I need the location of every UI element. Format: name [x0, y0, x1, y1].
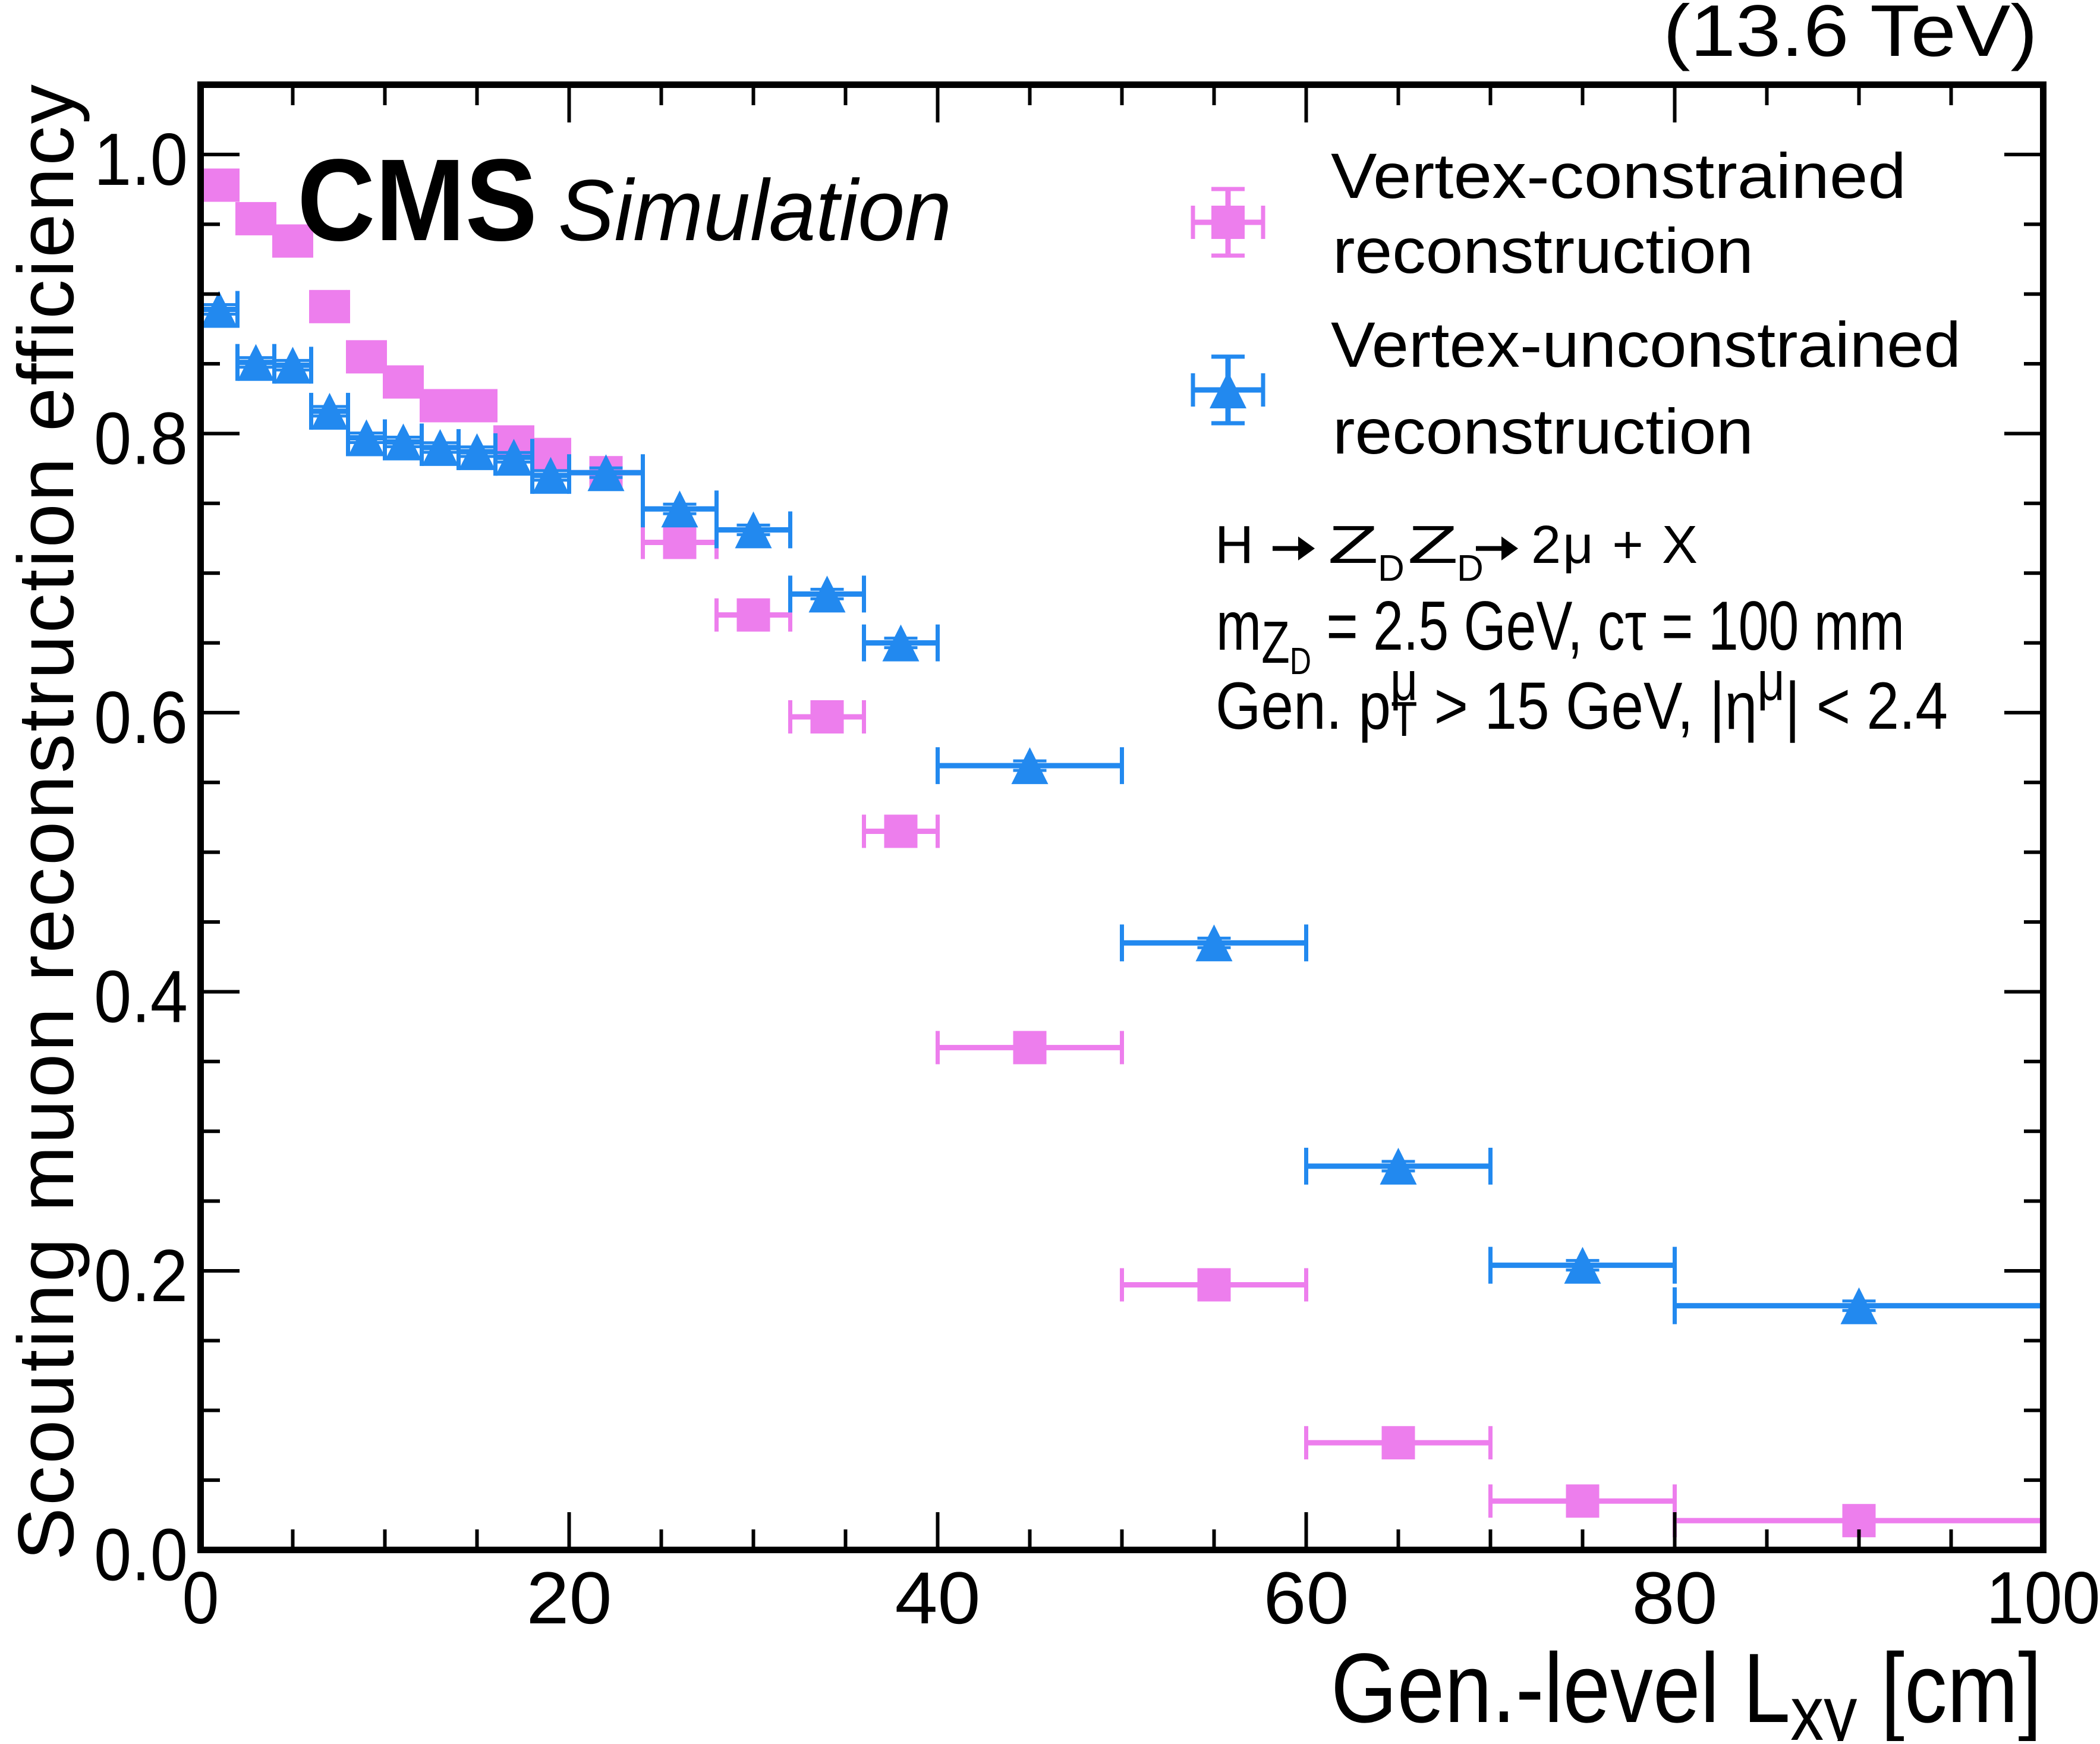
- svg-text:40: 40: [895, 1557, 981, 1639]
- svg-text:0.0: 0.0: [94, 1515, 188, 1597]
- svg-text:0.6: 0.6: [94, 677, 188, 759]
- svg-text:Z: Z: [1408, 515, 1458, 575]
- svg-text:0.8: 0.8: [94, 398, 188, 480]
- svg-text:Z: Z: [1328, 515, 1378, 575]
- svg-text:20: 20: [527, 1557, 612, 1639]
- svg-text:1.0: 1.0: [94, 119, 188, 201]
- svg-text:60: 60: [1264, 1557, 1349, 1639]
- svg-text:Simulation: Simulation: [558, 162, 952, 259]
- svg-text:D: D: [1378, 548, 1405, 589]
- svg-text:H: H: [1215, 515, 1254, 575]
- svg-text:0.2: 0.2: [94, 1235, 188, 1317]
- svg-text:Gen.-level Lxy [cm]: Gen.-level Lxy [cm]: [1331, 1633, 2042, 1741]
- svg-text:Vertex-unconstrained: Vertex-unconstrained: [1331, 308, 1961, 380]
- svg-text:0: 0: [182, 1557, 219, 1639]
- svg-text:CMS: CMS: [297, 135, 537, 265]
- svg-text:Scouting muon reconstruction e: Scouting muon reconstruction efficiency: [2, 84, 90, 1561]
- svg-text:80: 80: [1632, 1557, 1718, 1639]
- svg-text:(13.6 TeV): (13.6 TeV): [1663, 0, 2038, 72]
- svg-text:2μ + X: 2μ + X: [1531, 515, 1698, 575]
- svg-text:0.4: 0.4: [94, 956, 188, 1038]
- svg-text:Vertex-constrained: Vertex-constrained: [1331, 140, 1906, 212]
- svg-text:D: D: [1457, 548, 1484, 589]
- svg-text:reconstruction: reconstruction: [1333, 215, 1753, 287]
- svg-text:100: 100: [1986, 1557, 2100, 1639]
- svg-text:reconstruction: reconstruction: [1333, 395, 1753, 467]
